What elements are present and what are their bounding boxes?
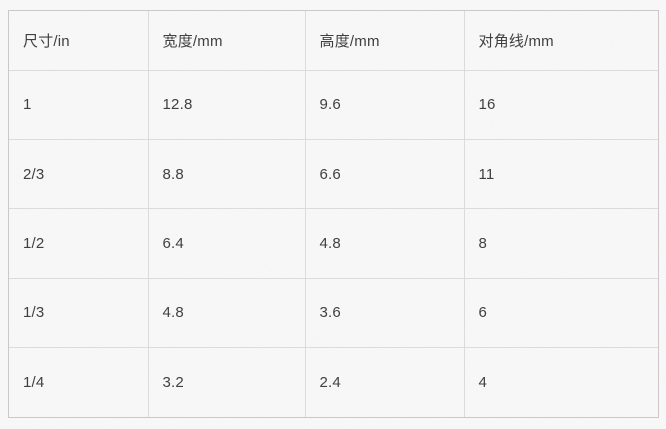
column-header-height: 高度/mm [305,11,465,71]
cell-diagonal: 6 [464,278,658,349]
cell-size: 2/3 [9,139,149,210]
table-row: 1 12.8 9.6 16 [9,70,658,140]
cell-size: 1/3 [9,278,149,349]
cell-width: 8.8 [148,139,306,210]
cell-diagonal: 4 [478,374,488,392]
table-header: 尺寸/in 宽度/mm 高度/mm 对角线/mm [9,11,658,71]
table-body: 1 12.8 9.6 16 2/3 8.8 6.6 11 1/2 6.4 4.8… [9,70,658,417]
cell-size: 1/4 [9,347,149,417]
header-row: 尺寸/in 宽度/mm 高度/mm 对角线/mm [9,11,658,71]
cell-width: 6.4 [148,208,306,279]
cell-diagonal: 8 [464,208,658,279]
table-row: 1/3 4.8 3.6 6 [9,278,658,349]
table-row: 1/4 3.2 2.4 4 [9,347,658,417]
cell-height: 6.6 [305,139,465,210]
sensor-size-table: 尺寸/in 宽度/mm 高度/mm 对角线/mm 1 12.8 9.6 16 2… [9,11,658,417]
cell-width: 4.8 [148,278,306,349]
cell-height: 9.6 [305,70,465,140]
cell-height: 3.6 [305,278,465,349]
cell-size: 1 [9,70,149,140]
sensor-size-table-container: 尺寸/in 宽度/mm 高度/mm 对角线/mm 1 12.8 9.6 16 2… [8,10,659,418]
cell-diagonal: 11 [464,139,658,210]
table-row: 2/3 8.8 6.6 11 [9,139,658,210]
column-header-width: 宽度/mm [148,11,306,71]
cell-diagonal: 16 [464,70,658,140]
column-header-size: 尺寸/in [9,11,149,71]
cell-width: 3.2 [148,347,306,417]
cell-width: 12.8 [148,70,306,140]
table-row: 1/2 6.4 4.8 8 [9,208,658,279]
cell-height: 2.4 [305,347,465,417]
cell-height: 4.8 [305,208,465,279]
cell-size: 1/2 [9,208,149,279]
column-header-diagonal: 对角线/mm [464,11,658,71]
